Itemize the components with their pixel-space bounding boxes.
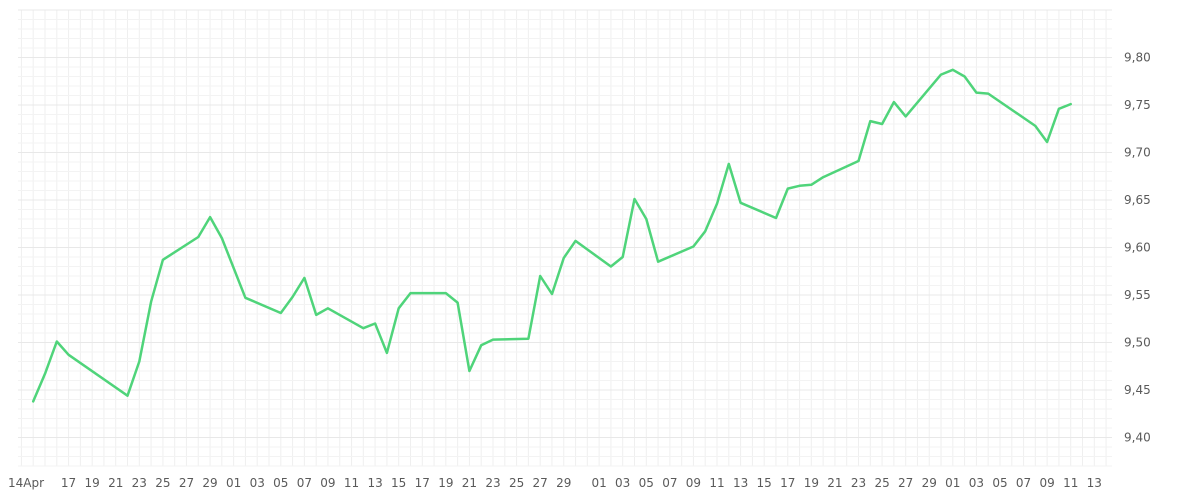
y-tick-label: 9,45: [1124, 383, 1151, 397]
y-axis: 9,40 9,45 9,50 9,55 9,60 9,65 9,70 9,75 9,80: [1124, 51, 1151, 445]
x-tick-label: 13: [733, 476, 748, 490]
x-tick-label: 05: [992, 476, 1007, 490]
y-tick-label: 9,80: [1124, 51, 1151, 65]
x-tick-label: 03: [250, 476, 265, 490]
x-tick-label: 27: [533, 476, 548, 490]
x-tick-label: 25: [509, 476, 524, 490]
x-tick-label: 14Apr: [8, 476, 44, 490]
x-tick-label: 21: [108, 476, 123, 490]
y-tick-label: 9,50: [1124, 336, 1151, 350]
x-tick-label: 11: [1063, 476, 1078, 490]
x-tick-label: 29: [202, 476, 217, 490]
y-tick-label: 9,60: [1124, 241, 1151, 255]
x-tick-label: 17: [415, 476, 430, 490]
y-tick-label: 9,40: [1124, 431, 1151, 445]
x-tick-label: 01: [226, 476, 241, 490]
x-tick-label: 17: [61, 476, 76, 490]
x-tick-label: 21: [462, 476, 477, 490]
x-tick-label: 07: [297, 476, 312, 490]
y-tick-label: 9,65: [1124, 193, 1151, 207]
x-tick-label: 05: [273, 476, 288, 490]
x-tick-label: 09: [320, 476, 335, 490]
horizontal-grid: [18, 10, 1112, 466]
x-tick-label: 25: [155, 476, 170, 490]
x-tick-label: 07: [662, 476, 677, 490]
x-tick-label: 03: [615, 476, 630, 490]
x-axis: 14Apr 17 19 21 23 25 27 29 01 03 05 07 09 11 13 15 17 19 2…: [8, 476, 1102, 490]
x-tick-label: 15: [757, 476, 772, 490]
x-tick-label: 05: [639, 476, 654, 490]
x-tick-label: 11: [709, 476, 724, 490]
x-tick-label: 01: [945, 476, 960, 490]
x-tick-label: 23: [851, 476, 866, 490]
x-tick-label: 19: [438, 476, 453, 490]
x-tick-label: 27: [179, 476, 194, 490]
x-tick-label: 11: [344, 476, 359, 490]
x-tick-label: 13: [1087, 476, 1102, 490]
y-tick-label: 9,55: [1124, 288, 1151, 302]
x-tick-label: 09: [1039, 476, 1054, 490]
x-tick-label: 09: [686, 476, 701, 490]
y-tick-label: 9,70: [1124, 146, 1151, 160]
x-tick-label: 17: [780, 476, 795, 490]
x-tick-label: 25: [874, 476, 889, 490]
x-tick-label: 01: [591, 476, 606, 490]
x-tick-label: 23: [485, 476, 500, 490]
x-tick-label: 03: [969, 476, 984, 490]
x-tick-label: 29: [922, 476, 937, 490]
x-tick-label: 29: [556, 476, 571, 490]
x-tick-label: 19: [804, 476, 819, 490]
y-tick-label: 9,75: [1124, 98, 1151, 112]
x-tick-label: 21: [827, 476, 842, 490]
x-tick-label: 27: [898, 476, 913, 490]
x-tick-label: 15: [391, 476, 406, 490]
x-tick-label: 23: [132, 476, 147, 490]
x-tick-label: 13: [367, 476, 382, 490]
x-tick-label: 19: [85, 476, 100, 490]
x-tick-label: 07: [1016, 476, 1031, 490]
